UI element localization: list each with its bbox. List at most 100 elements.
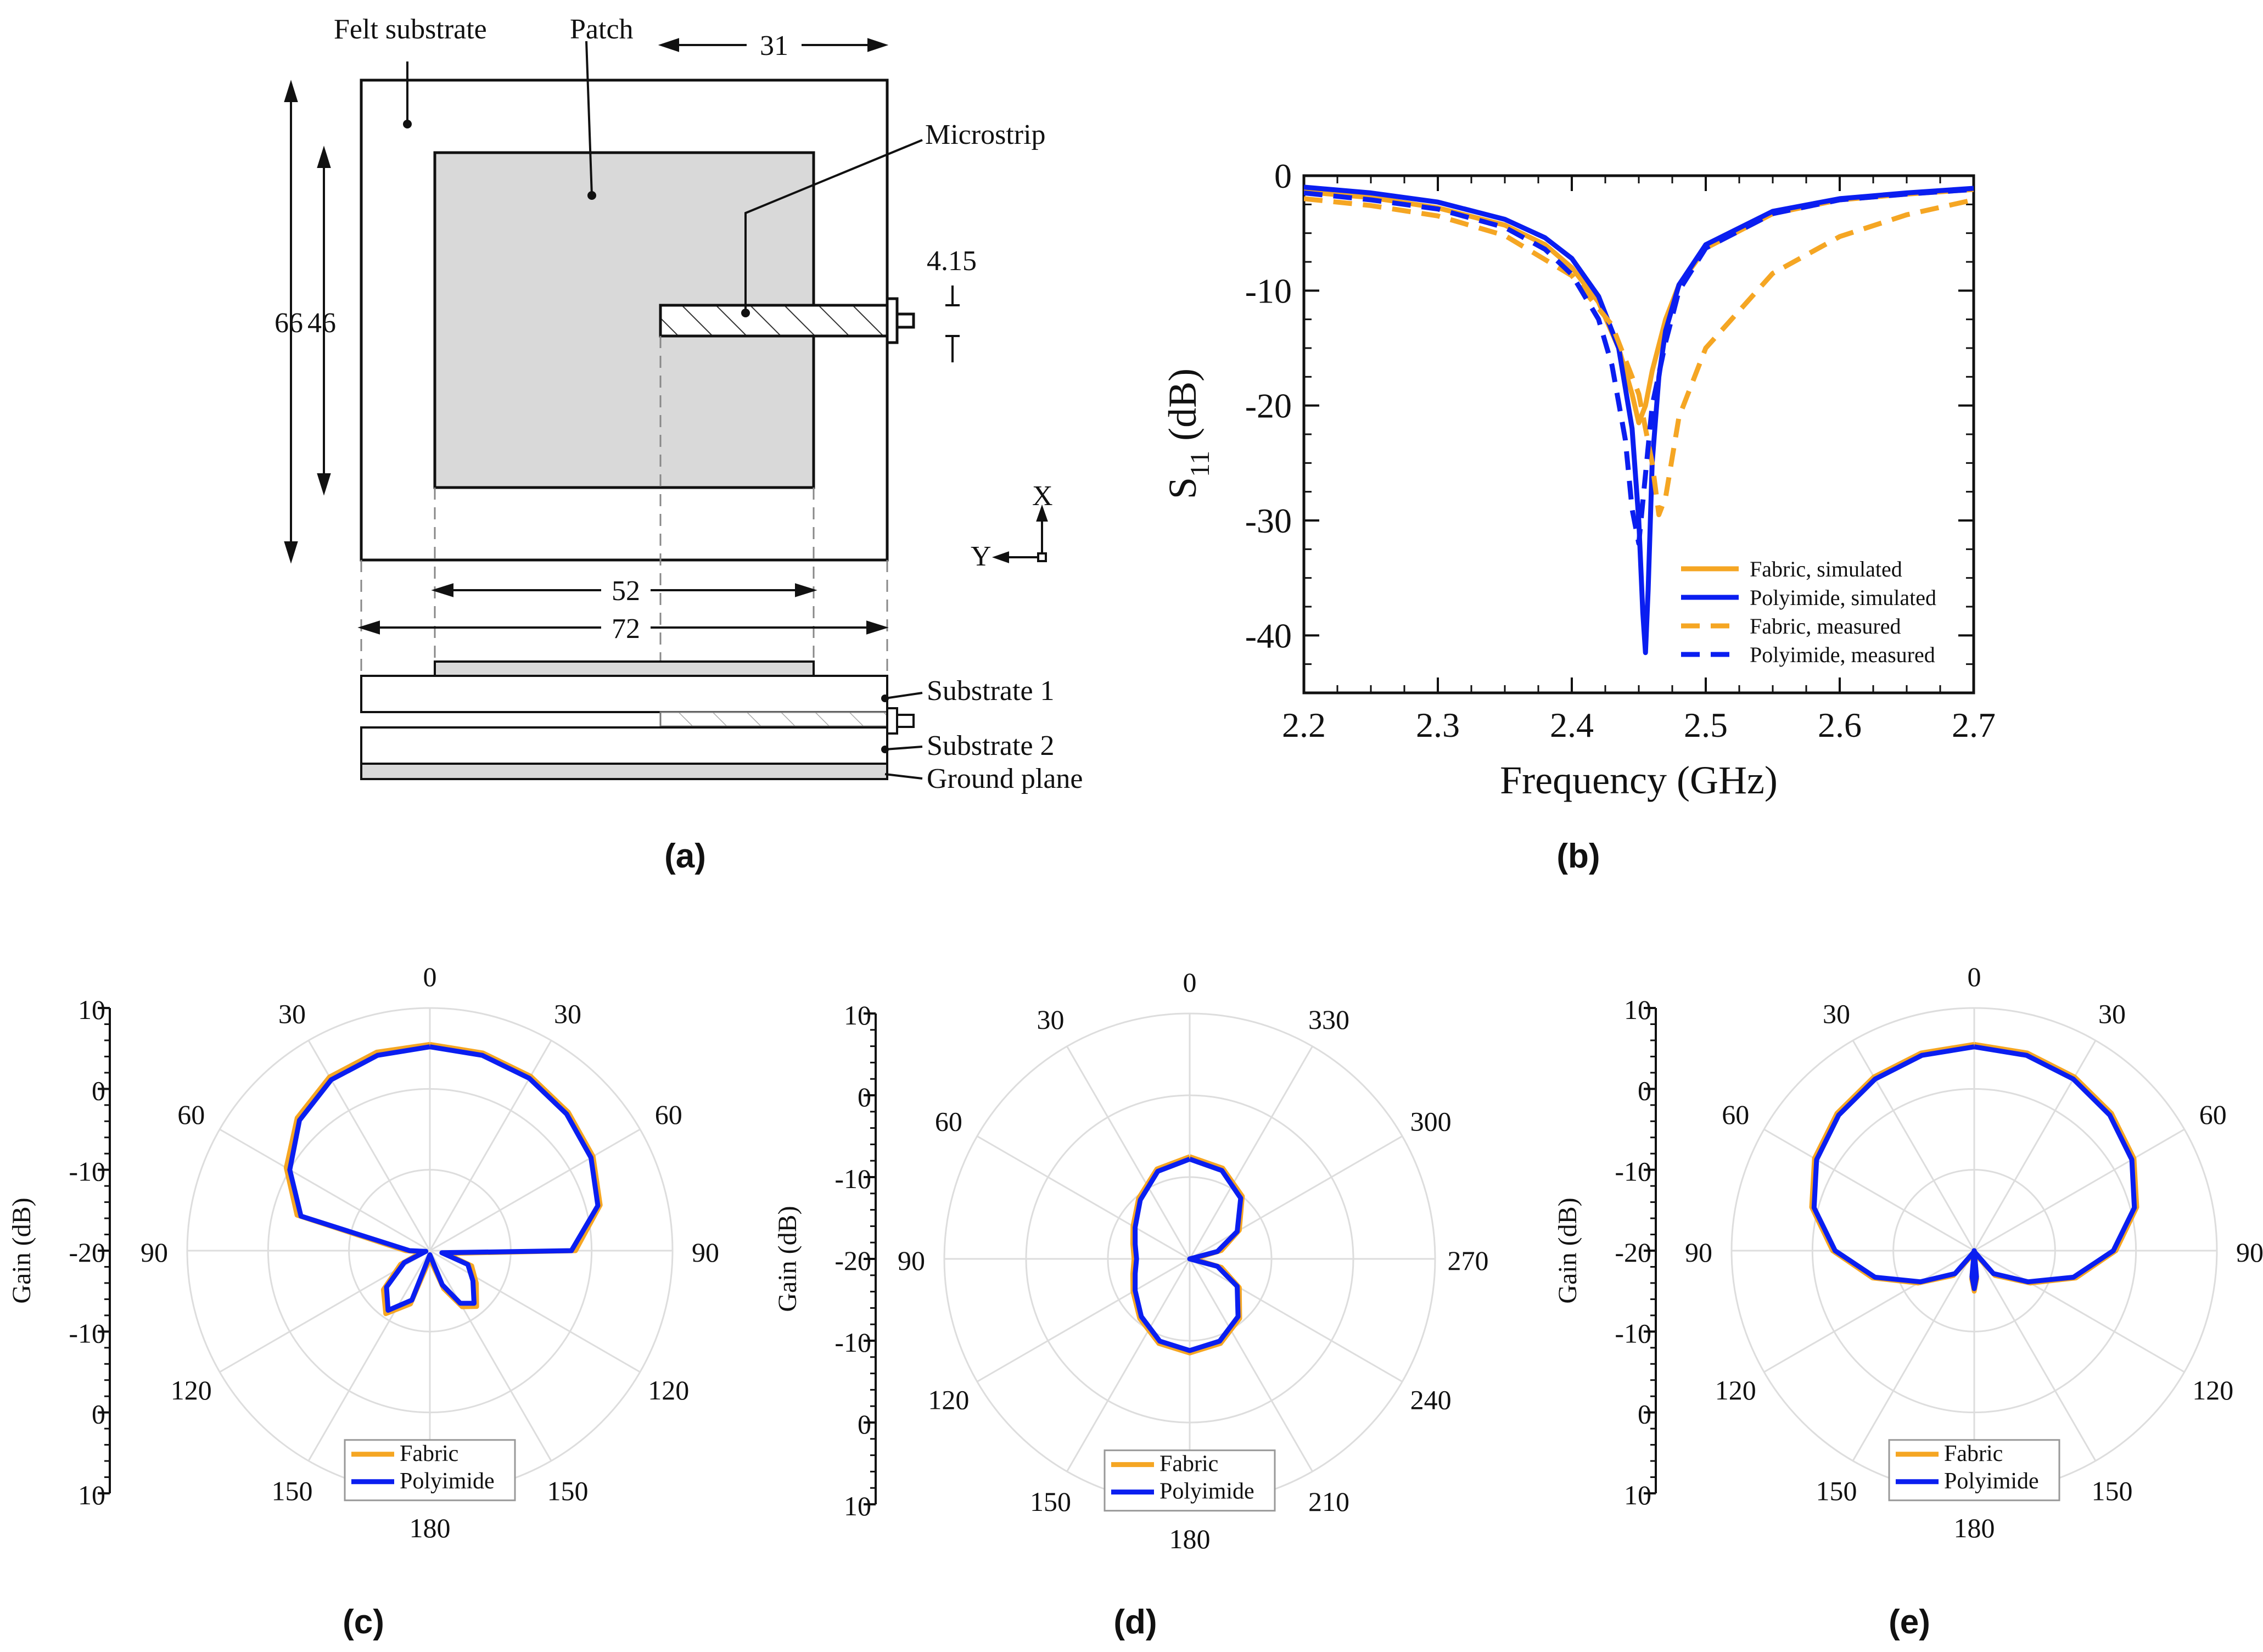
microstrip-label: Microstrip xyxy=(925,119,1046,150)
angle-label: 330 xyxy=(1308,1004,1349,1035)
angle-label: 60 xyxy=(1722,1099,1749,1130)
gain-scale-label: -10 xyxy=(69,1156,105,1187)
x-tick-label: 2.2 xyxy=(1282,705,1326,744)
legend-box xyxy=(1888,1439,2060,1502)
x-tick-label: 2.5 xyxy=(1684,705,1728,744)
gain-scale-label: -10 xyxy=(69,1318,105,1348)
gain-scale-label: -10 xyxy=(834,1163,871,1194)
dim-72-label: 72 xyxy=(612,613,640,645)
angle-label: 300 xyxy=(1410,1106,1452,1137)
gain-scale-label: 10 xyxy=(78,1480,105,1510)
gain-scale-label: 0 xyxy=(92,1075,105,1106)
substrate2-section xyxy=(360,726,888,765)
angle-label: 90 xyxy=(1685,1237,1712,1268)
gain-scale-label: 0 xyxy=(1638,1075,1651,1106)
polar-chart-e: 0 30 60 90 120 150 180 150 120 90 60 30 10 0 -10 -20 -10… xyxy=(1553,961,2263,1543)
polar-spoke xyxy=(429,1250,552,1461)
angle-label: 270 xyxy=(1448,1245,1489,1276)
angle-label: 30 xyxy=(554,998,581,1029)
legend-entry-2: Polyimide, simulated xyxy=(1750,585,1936,610)
angle-label: 0 xyxy=(1183,967,1197,998)
polar-chart-d: 0 330 300 270 240 210 180 150 120 90 60 30 10 0 -10 -20… xyxy=(773,967,1489,1554)
angle-label: 240 xyxy=(1410,1385,1452,1415)
series-line-3 xyxy=(1304,196,1974,517)
angle-label: 90 xyxy=(898,1245,925,1276)
gain-axis-title: Gain (dB) xyxy=(773,1206,802,1312)
y-axis-title: S11 (dB) xyxy=(1161,368,1215,499)
y-tick-label: -20 xyxy=(1245,387,1292,425)
legend-entry: Polyimide xyxy=(1159,1479,1254,1504)
angle-label: 180 xyxy=(1169,1524,1211,1554)
polar-spoke xyxy=(1974,1128,2185,1252)
s11-chart: 2.2 2.3 2.4 2.5 2.6 2.7 0 -10 -20 -30 -40 Frequency… xyxy=(1161,156,1996,802)
polar-spoke xyxy=(1763,1128,1975,1252)
x-tick-label: 2.6 xyxy=(1818,705,1862,744)
legend-entry-1: Fabric, simulated xyxy=(1750,557,1902,581)
microstrip-rect xyxy=(659,304,889,338)
polar-spoke xyxy=(429,1250,641,1373)
legend-box xyxy=(344,1439,516,1502)
panel-label-b: (b) xyxy=(1556,837,1600,875)
angle-label: 0 xyxy=(1968,961,1981,992)
angle-label: 60 xyxy=(177,1099,205,1130)
gain-axis-title: Gain (dB) xyxy=(7,1197,36,1303)
y-tick-label: -10 xyxy=(1245,271,1292,310)
angle-label: 180 xyxy=(1954,1513,1995,1543)
gain-scale-label: 10 xyxy=(78,994,105,1025)
connector-icon xyxy=(886,297,915,344)
x-axis-title: Frequency (GHz) xyxy=(1500,758,1778,802)
gain-scale-label: 0 xyxy=(858,1409,871,1440)
gain-scale-label: 0 xyxy=(1638,1399,1651,1430)
angle-label: 30 xyxy=(2098,998,2126,1029)
gain-scale-label: 10 xyxy=(844,1491,871,1521)
gain-scale-label: -20 xyxy=(834,1245,871,1276)
polar-spoke xyxy=(1973,1250,2097,1461)
angle-label: 0 xyxy=(423,961,437,992)
polar-spoke xyxy=(307,1250,431,1461)
patch-section xyxy=(434,660,815,677)
gain-scale-label: 10 xyxy=(844,1000,871,1031)
legend-entry: Fabric xyxy=(1159,1452,1218,1477)
angle-label: 30 xyxy=(1823,998,1850,1029)
legend-entry: Polyimide xyxy=(1944,1469,2039,1494)
angle-label: 90 xyxy=(692,1237,719,1268)
angle-label: 180 xyxy=(410,1513,451,1543)
x-tick-label: 2.7 xyxy=(1952,705,1996,744)
angle-label: 120 xyxy=(928,1385,969,1415)
legend-entry-3: Fabric, measured xyxy=(1750,614,1901,639)
polar-spoke xyxy=(1189,1135,1403,1260)
polar-spoke xyxy=(1189,1258,1403,1382)
angle-label: 150 xyxy=(272,1476,313,1507)
substrate1-label: Substrate 1 xyxy=(927,675,1055,707)
x-tick-label: 2.4 xyxy=(1550,705,1594,744)
panel-label-c: (c) xyxy=(343,1603,384,1641)
gain-scale-label: 10 xyxy=(1624,1480,1651,1510)
gain-scale-label: -20 xyxy=(69,1237,105,1268)
gain-axis-title: Gain (dB) xyxy=(1553,1197,1582,1303)
dim-66-label: 66 xyxy=(275,307,303,339)
polar-spoke xyxy=(429,1128,641,1252)
legend-entry: Fabric xyxy=(400,1441,458,1466)
polar-spoke xyxy=(1189,1258,1313,1472)
polar-series-polyimide xyxy=(1811,1044,2137,1291)
series-line-2 xyxy=(1304,184,1974,656)
y-tick-label: -30 xyxy=(1245,501,1292,540)
angle-label: 90 xyxy=(141,1237,168,1268)
substrate1-section xyxy=(360,675,888,713)
polar-series-polyimide xyxy=(287,1044,601,1313)
dim-31-label: 31 xyxy=(760,30,788,61)
angle-label: 210 xyxy=(1308,1486,1349,1517)
angle-label: 120 xyxy=(171,1375,212,1405)
panel-label-d: (d) xyxy=(1113,1603,1157,1641)
polar-spoke xyxy=(977,1135,1190,1260)
gain-scale-label: 0 xyxy=(92,1399,105,1430)
panel-label-e: (e) xyxy=(1889,1603,1930,1641)
x-tick-label: 2.3 xyxy=(1416,705,1460,744)
patch-label: Patch xyxy=(570,14,634,45)
substrate2-label: Substrate 2 xyxy=(927,730,1055,761)
angle-label: 150 xyxy=(1816,1476,1857,1507)
axis-y-label: Y xyxy=(971,541,992,572)
connector-section-icon xyxy=(886,707,915,735)
panel-label-a: (a) xyxy=(664,837,706,875)
polar-spoke xyxy=(1189,1046,1313,1259)
